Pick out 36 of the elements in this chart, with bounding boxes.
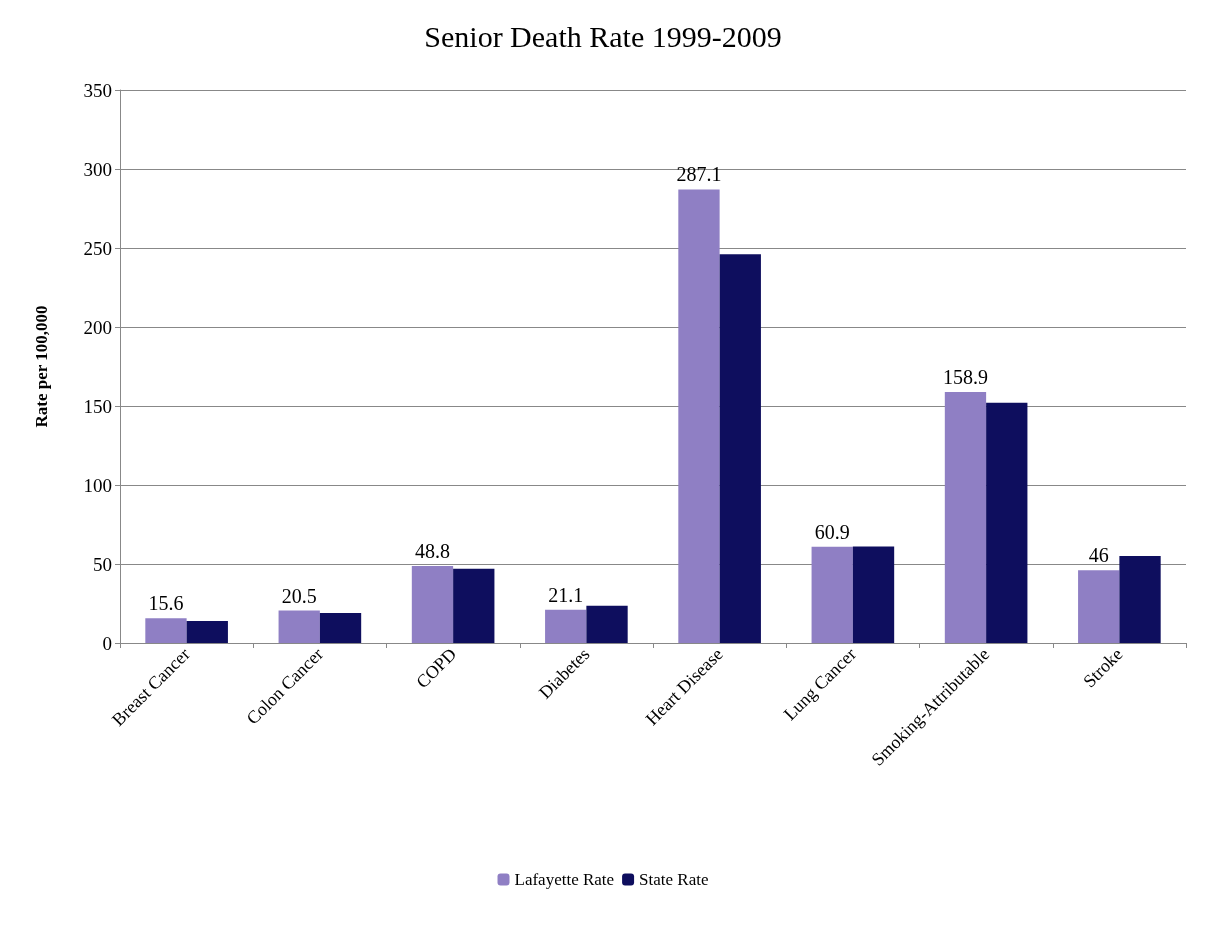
data-label: 287.1 [676,163,722,186]
bar [545,609,587,643]
bar [986,402,1028,643]
bar [944,391,987,643]
bar [145,618,187,643]
data-label: 158.9 [942,365,988,388]
y-tick-label: 250 [83,237,112,259]
y-tick-label: 150 [83,395,112,417]
y-axis-title: Rate per 100,000 [32,305,51,428]
y-tick-label: 200 [83,316,112,338]
legend-label: State Rate [639,870,709,889]
data-label: 46 [1088,544,1109,567]
bar [678,189,720,643]
data-label: 48.8 [414,539,450,562]
bar [186,620,228,643]
data-label: 20.5 [281,584,317,607]
y-tick-label: 0 [102,632,112,654]
y-tick-label: 50 [93,553,112,575]
legend-label: Lafayette Rate [514,870,615,889]
bar [586,605,628,643]
data-label: 15.6 [148,592,184,615]
bar [719,254,761,643]
chart-title: Senior Death Rate 1999-2009 [424,19,782,53]
y-tick-label: 100 [83,474,112,496]
y-tick-label: 350 [83,79,112,101]
y-tick-label: 300 [83,158,112,180]
data-label: 21.1 [548,583,584,606]
data-label: 60.9 [814,520,850,543]
bar [852,546,895,643]
bar [453,568,495,643]
bar [811,546,853,643]
bar [319,612,362,643]
bar [1119,556,1161,643]
bar [278,610,320,643]
bar [411,565,454,643]
bar [1078,570,1120,643]
